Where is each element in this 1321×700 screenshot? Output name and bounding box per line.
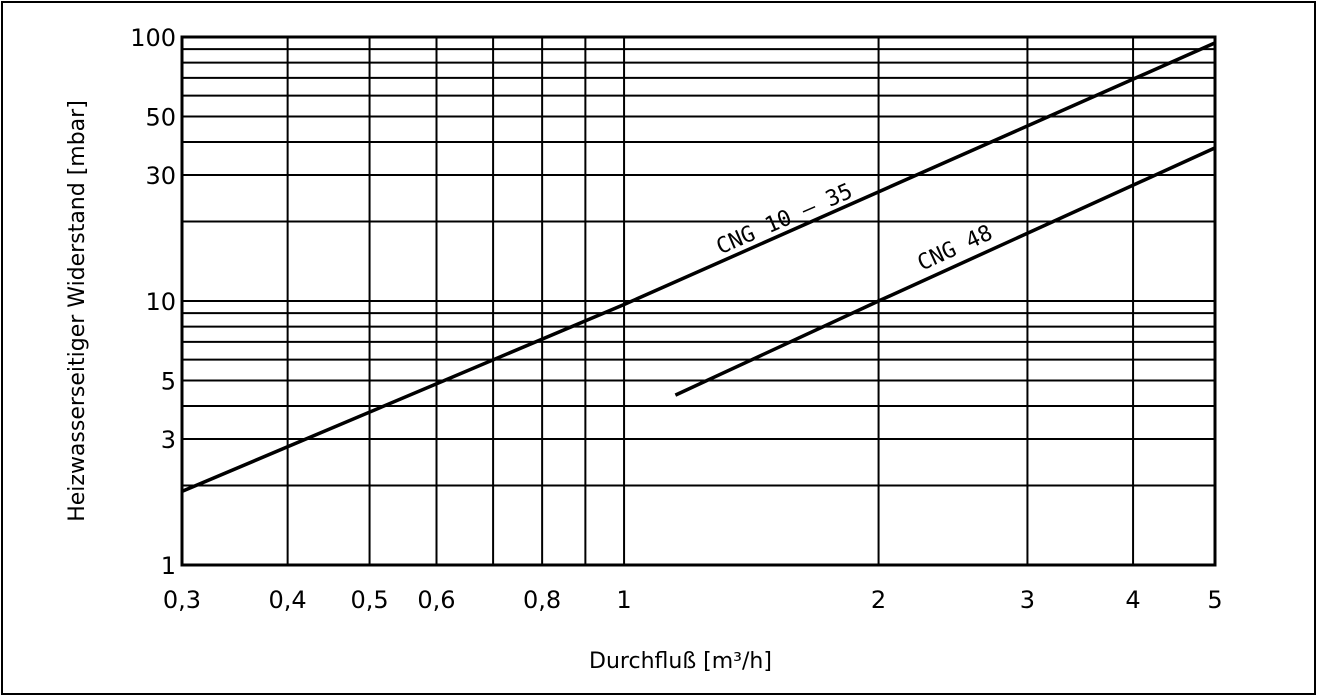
plot-area-border [180,35,1217,567]
x-tick-label: 0,6 [417,586,455,614]
series-line-2 [674,146,1216,397]
y-tick-label: 100 [130,24,176,52]
x-tick-labels: 0,3 0,4 0,5 0,6 0,8 1 2 3 4 5 [163,586,1223,614]
y-tick-label: 3 [161,426,176,454]
y-tick-label: 5 [161,367,176,395]
x-tick-label: 0,8 [523,586,561,614]
series-labels: CNG 10 – 35 CNG 48 [713,179,997,276]
x-tick-label: 1 [616,586,631,614]
x-tick-label: 0,3 [163,586,201,614]
y-tick-label: 50 [145,103,176,131]
series-line-1 [181,41,1216,494]
x-tick-label: 0,5 [350,586,388,614]
x-axis-label: Durchfluß [m³/h] [589,649,772,674]
grid [181,36,1216,566]
y-tick-labels: 1 3 5 10 30 50 100 [130,24,176,580]
y-tick-label: 1 [161,552,176,580]
x-tick-label: 3 [1020,586,1035,614]
y-tick-label: 30 [145,162,176,190]
x-tick-label: 4 [1125,586,1140,614]
x-tick-label: 2 [871,586,886,614]
series-lines [181,41,1216,494]
x-tick-label: 5 [1207,586,1222,614]
y-tick-label: 10 [145,288,176,316]
x-tick-label: 0,4 [269,586,307,614]
y-axis-label: Heizwasserseitiger Widerstand [mbar] [65,100,90,522]
series-label-1: CNG 10 – 35 [713,179,857,260]
